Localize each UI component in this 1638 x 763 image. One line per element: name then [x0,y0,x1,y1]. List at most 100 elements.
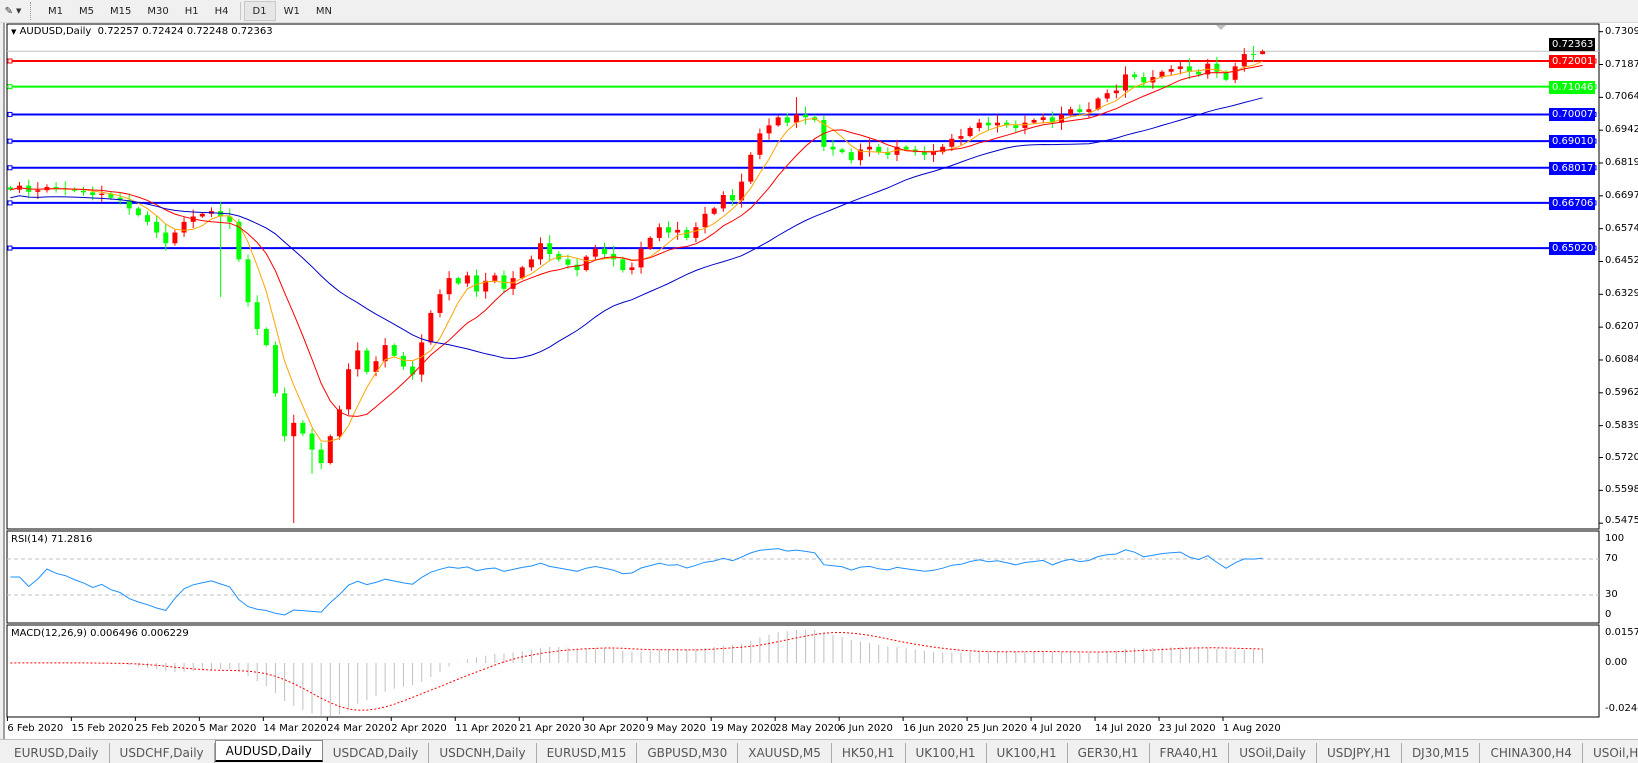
bearish-candle [300,422,306,434]
bullish-candle [1095,98,1101,110]
bearish-candle [1132,74,1138,78]
bearish-candle [1196,71,1202,75]
chart-tab[interactable]: USDCAD,Daily [323,743,430,763]
bullish-candle [1113,90,1119,94]
bearish-candle [921,152,927,155]
chart-canvas[interactable] [5,23,1638,739]
chart-tab[interactable]: AUDUSD,Daily [214,740,323,762]
rsi-label: RSI(14) 71.2816 [11,534,93,545]
bearish-candle [236,221,242,260]
bearish-candle [163,232,169,244]
level-price-tag: 0.65020 [1549,242,1595,256]
bullish-candle [757,133,763,155]
bullish-candle [656,227,662,238]
bearish-candle [876,146,882,153]
chart-tab[interactable]: UK100,H1 [906,743,987,763]
timeframe-h1[interactable]: H1 [184,5,199,17]
rsi-tick-label: 30 [1605,589,1618,600]
chart-tab[interactable]: USDCHF,Daily [110,743,215,763]
date-label: 23 Jul 2020 [1159,723,1216,734]
bullish-candle [711,208,717,214]
timeframe-m1[interactable]: M1 [48,5,63,17]
price-tick-label: 0.60845 [1605,353,1638,365]
bullish-candle [1022,122,1028,129]
chart-tab[interactable]: DJ30,M15 [1402,743,1481,763]
chevron-down-icon: ▼ [16,7,22,15]
bearish-candle [1223,71,1229,80]
level-price-tag: 0.70007 [1549,108,1595,122]
bullish-candle [1068,109,1074,115]
bullish-candle [346,369,352,410]
bearish-candle [117,197,123,201]
date-label: 30 Apr 2020 [583,723,646,734]
bearish-candle [1077,109,1083,112]
chart-tab[interactable]: USOil,H [1583,743,1638,763]
price-tick-label: 0.54755 [1605,515,1638,526]
date-label: 4 Jul 2020 [1031,723,1082,734]
chart-header: ▼ AUDUSD,Daily 0.72257 0.72424 0.72248 0… [11,26,273,37]
timeframe-w1[interactable]: W1 [283,5,300,17]
bearish-candle [1214,63,1220,72]
timeframe-m5[interactable]: M5 [79,5,94,17]
date-label: 9 May 2020 [647,723,707,734]
chart-tab[interactable]: USOil,Daily [1229,743,1317,763]
bullish-candle [1260,51,1266,55]
toolbar-grip[interactable] [30,2,34,20]
bullish-candle [538,243,544,260]
chart-tab[interactable]: USDJPY,H1 [1317,743,1402,763]
level-price-tag: 0.68017 [1549,161,1595,175]
bullish-candle [867,146,873,150]
bullish-candle [446,278,452,295]
rsi-tick-label: 0 [1605,609,1612,620]
chart-window[interactable]: ▼ AUDUSD,Daily 0.72257 0.72424 0.72248 0… [3,23,1638,739]
last-price-tag: 0.72363 [1549,38,1595,52]
bullish-candle [1086,109,1092,112]
bullish-candle [583,256,589,271]
macd-panel-frame [6,624,1600,718]
bearish-candle [830,146,836,150]
bearish-candle [400,355,406,367]
chart-tab[interactable]: HK50,H1 [832,743,906,763]
timeframe-mn[interactable]: MN [315,5,332,17]
chart-tab[interactable]: EURUSD,Daily [4,743,110,763]
bearish-candle [154,221,160,233]
chart-tab[interactable]: GER30,H1 [1068,743,1150,763]
bearish-candle [245,259,251,303]
bullish-candle [1232,66,1238,80]
collapse-triangle-icon[interactable]: ▼ [11,28,17,36]
chart-tab[interactable]: FRA40,H1 [1150,743,1230,763]
timeframe-m15[interactable]: M15 [110,5,132,17]
macd-signal-line [10,631,1263,711]
bullish-candle [519,267,525,279]
timeframe-h4[interactable]: H4 [214,5,229,17]
macd-tick-label: 0.00 [1605,657,1628,668]
bearish-candle [126,200,132,209]
date-label: 15 Feb 2020 [71,723,134,734]
chart-tab[interactable]: UK100,H1 [987,743,1068,763]
bearish-candle [318,449,324,464]
bullish-candle [675,229,681,233]
bearish-candle [1013,125,1019,129]
bullish-candle [857,149,863,161]
date-label: 28 May 2020 [775,723,841,734]
bearish-candle [547,243,553,254]
price-tick-label: 0.58395 [1605,419,1638,431]
bullish-candle [510,278,516,289]
date-label: 1 Aug 2020 [1223,723,1281,734]
date-label: 6 Feb 2020 [7,723,64,734]
bullish-candle [1059,114,1064,123]
date-label: 5 Mar 2020 [199,723,257,734]
chart-tab[interactable]: EURUSD,M15 [537,743,638,763]
line-studies-dropdown[interactable]: ✎ ▼ [0,1,26,21]
chart-tab[interactable]: GBPUSD,M30 [637,743,739,763]
bullish-candle [629,267,635,271]
chart-tab[interactable]: XAUUSD,M5 [738,743,832,763]
timeframe-d1[interactable]: D1 [243,1,276,21]
bullish-candle [382,345,388,362]
chart-tab[interactable]: CHINA300,H4 [1480,743,1583,763]
moving-average-line [10,64,1263,417]
timeframe-m30[interactable]: M30 [147,5,169,17]
level-price-tag: 0.72001 [1549,55,1595,68]
chart-tab[interactable]: USDCNH,Daily [429,743,537,763]
